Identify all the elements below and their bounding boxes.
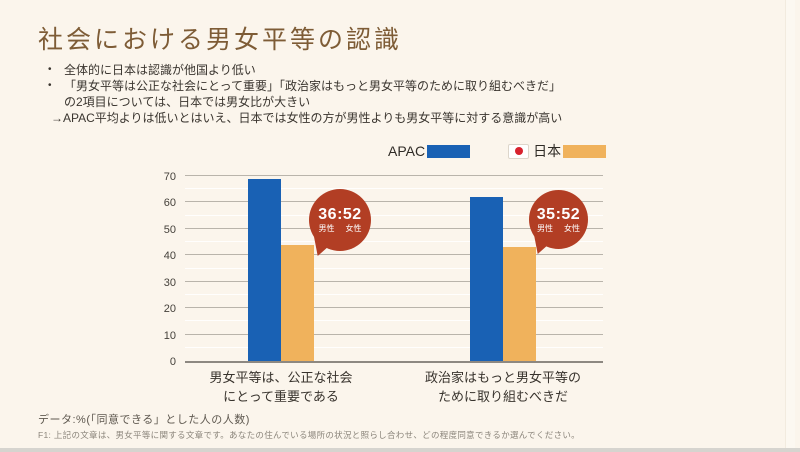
bullet-marker: • [48,64,52,75]
y-tick-60: 60 [163,197,176,210]
female-label: 女性 [564,223,580,233]
male-label: 男性 [318,224,335,233]
legend-swatch-apac [427,144,471,158]
bar-APAC-1 [248,178,281,361]
minor-gridline [185,188,603,190]
window-right-edge [786,0,795,448]
japan-flag-icon [508,143,530,159]
ratio-value: 35:52 [536,205,581,223]
gridline-70 [185,175,603,176]
minor-gridline [185,241,603,243]
bar-group-2 [470,176,536,361]
bullet-line: 全体的に日本は認識が他国より低い [64,63,256,77]
flag-red-dot-icon [514,147,523,155]
bullet-line-arrow: →APAC平均よりは低いとはいえ、日本では女性の方が男性よりも男女平等に対する意… [51,111,563,125]
footnote-f1: F1: 上記の文章は、男女平等に関する文章です。あなたの住んでいる場所の状況と照… [38,430,580,440]
ratio-value: 36:52 [318,206,362,223]
minor-gridline [185,293,603,295]
legend-label-apac: APAC [388,143,426,159]
bullet-marker: • [48,80,52,91]
minor-gridline [185,214,603,216]
gridline-10 [185,333,603,335]
minor-gridline [185,267,603,269]
bar-group-1 [248,176,314,361]
y-tick-70: 70 [163,171,176,183]
category-label-2: 政治家はもっと男女平等の ために取り組むべきだ [424,370,581,404]
gridline-40 [185,254,603,256]
y-tick-50: 50 [163,223,176,236]
bullet-line: 「男女平等は公正な社会にとって重要」「政治家はもっと男女平等のために取り組むべき… [64,79,562,93]
ratio-badge-1: 36:52 男性 女性 [306,189,371,259]
bullet-item-1: • 全体的に日本は認識が他国より低い [48,62,748,78]
gridline-20 [185,307,603,309]
y-tick-40: 40 [163,250,176,263]
page-title: 社会における男女平等の認識 [38,27,403,54]
legend-swatch-japan [563,144,607,158]
chart-legend: APAC 日本 [388,142,607,160]
legend-label-japan: 日本 [533,143,562,159]
gridline-50 [185,227,603,229]
female-label: 女性 [345,224,362,233]
bar-日本-2 [503,247,536,361]
category-label-1: 男女平等は、公正な社会 にとって重要である [209,370,353,404]
plot-area: 0 10 20 30 40 50 60 70 [164,171,603,368]
bullet-line: の2項目については、日本では男女比が大きい [64,95,311,109]
minor-gridline [185,346,603,348]
gridline-30 [185,280,603,282]
ratio-badge-2: 35:52 男性 女性 [526,190,588,257]
male-label: 男性 [537,223,553,233]
y-tick-20: 20 [163,303,176,316]
y-tick-30: 30 [163,276,176,289]
bar-日本-1 [281,244,314,361]
gridline-60 [185,201,603,203]
bullet-list: • 全体的に日本は認識が他国より低い • 「男女平等は公正な社会にとって重要」「… [48,62,748,126]
data-note: データ:%(「同意できる」とした人の人数) [38,414,250,426]
minor-gridline [185,320,603,322]
bar-APAC-2 [470,197,503,361]
window-bottom-edge [0,448,800,452]
bullet-item-2: • 「男女平等は公正な社会にとって重要」「政治家はもっと男女平等のために取り組む… [48,78,748,126]
y-tick-10: 10 [163,329,176,342]
y-tick-0: 0 [169,356,176,368]
